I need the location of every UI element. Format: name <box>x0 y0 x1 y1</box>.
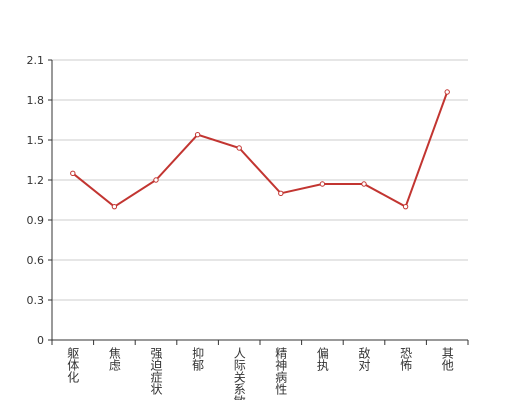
x-tick-label: 人际关系敏感 <box>232 347 246 400</box>
x-tick-label: 精神病性 <box>274 347 288 396</box>
y-tick-label: 1.2 <box>27 174 45 187</box>
point <box>70 170 76 177</box>
point <box>111 203 118 210</box>
point <box>236 145 242 151</box>
point <box>153 177 159 183</box>
y-tick-label: 0.6 <box>27 254 45 267</box>
x-tick-label: 强迫症状 <box>149 347 163 395</box>
x-tick-label: 抑郁 <box>191 346 205 372</box>
y-tick-label: 1.5 <box>27 134 45 147</box>
x-tick-label: 敌对 <box>357 346 371 371</box>
x-tick-label: 躯体化 <box>66 346 80 384</box>
y-tick-label: 0.9 <box>27 214 45 227</box>
x-tick-label: 恐怖 <box>399 347 413 371</box>
point <box>444 89 450 95</box>
point <box>194 131 201 138</box>
point <box>402 203 409 210</box>
y-tick-label: 1.8 <box>27 94 45 107</box>
x-tick-label: 其他 <box>440 347 454 371</box>
line <box>72 91 449 209</box>
y-tick-label: 2.1 <box>27 54 45 67</box>
x-tick-label: 焦虑 <box>107 347 121 371</box>
y-tick-label: 0.3 <box>27 294 45 307</box>
point <box>361 181 367 187</box>
point <box>278 190 284 197</box>
x-tick-label: 偏执 <box>315 346 329 372</box>
y-tick-label: 0 <box>37 334 44 347</box>
point <box>319 181 326 187</box>
